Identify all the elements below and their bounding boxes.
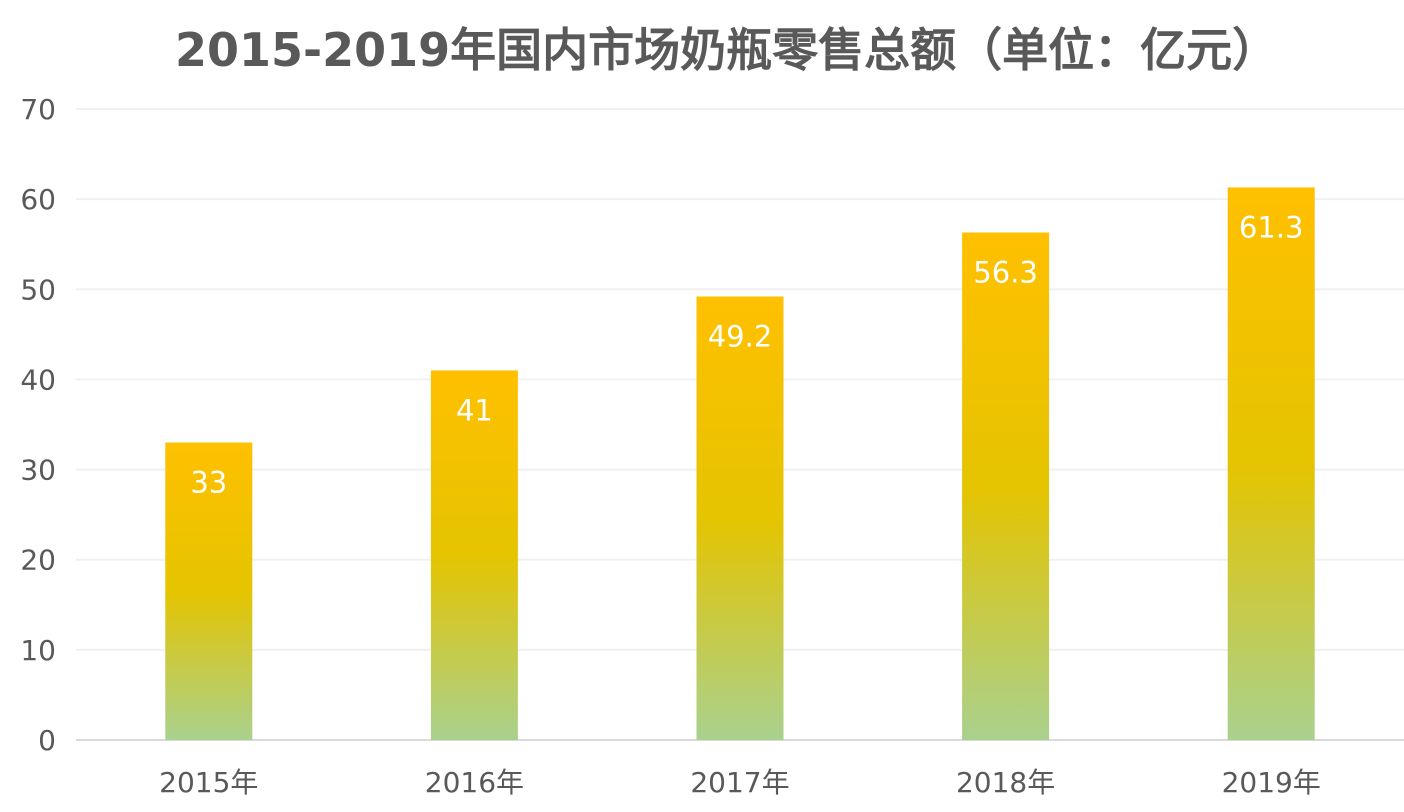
data-label: 49.2 <box>708 319 773 353</box>
y-tick-label: 10 <box>20 634 56 667</box>
y-tick-label: 40 <box>20 363 56 396</box>
y-tick-label: 30 <box>20 454 56 487</box>
bar <box>165 442 253 740</box>
data-label: 41 <box>456 393 493 427</box>
y-axis-ticks: 0 10 20 30 40 50 60 70 <box>20 93 56 757</box>
chart-title: 2015-2019年国内市场奶瓶零售总额（单位：亿元） <box>175 23 1279 77</box>
x-tick-label: 2016年 <box>425 766 524 799</box>
x-tick-label: 2018年 <box>956 766 1055 799</box>
y-tick-label: 60 <box>20 183 56 216</box>
bar <box>430 370 518 740</box>
bar <box>696 296 784 740</box>
x-tick-label: 2015年 <box>159 766 258 799</box>
bar <box>1227 187 1315 740</box>
y-tick-label: 70 <box>20 93 56 126</box>
y-tick-label: 0 <box>38 724 56 757</box>
bar <box>962 232 1050 740</box>
x-axis-ticks: 2015年 2016年 2017年 2018年 2019年 <box>159 766 1321 799</box>
data-label: 33 <box>190 466 227 500</box>
x-tick-label: 2017年 <box>690 766 789 799</box>
bars <box>165 187 1315 740</box>
data-label: 56.3 <box>973 255 1038 289</box>
y-tick-label: 20 <box>20 544 56 577</box>
data-labels: 33 41 49.2 56.3 61.3 <box>190 210 1303 499</box>
data-label: 61.3 <box>1239 210 1304 244</box>
y-tick-label: 50 <box>20 273 56 306</box>
x-tick-label: 2019年 <box>1222 766 1321 799</box>
